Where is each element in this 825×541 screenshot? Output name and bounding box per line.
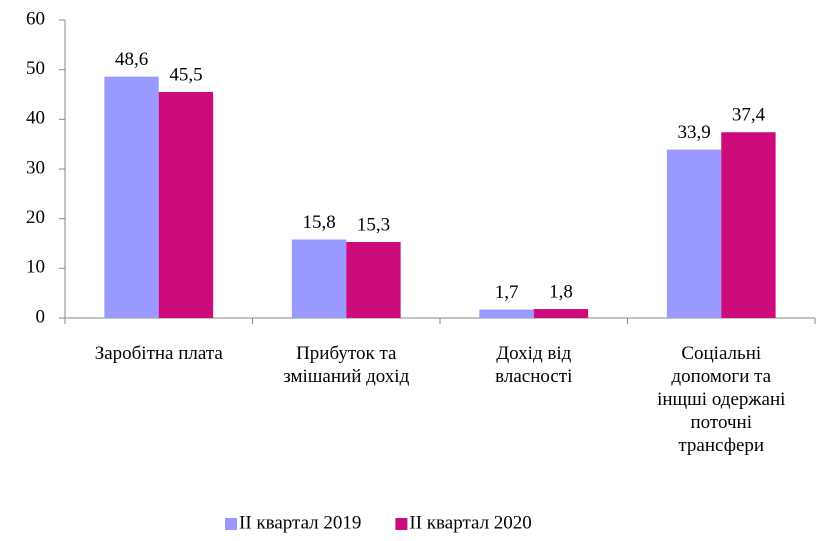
value-label: 1,8 — [549, 281, 573, 302]
bar — [479, 309, 534, 318]
bar — [158, 92, 214, 319]
bar — [104, 76, 159, 319]
x-tick-label: Дохід від власності — [495, 343, 573, 387]
value-label: 48,6 — [115, 49, 148, 70]
legend-label: II квартал 2019 — [239, 512, 361, 533]
y-tick-label: 50 — [26, 58, 45, 79]
legend-swatch — [225, 518, 237, 530]
bar — [721, 132, 776, 318]
value-label: 15,3 — [357, 214, 390, 235]
y-tick-label: 20 — [26, 207, 45, 228]
value-label: 15,8 — [302, 212, 335, 233]
x-tick-label: Заробітна плата — [94, 343, 223, 364]
x-tick-label: Соціальні допомоги та інщші одержані пот… — [657, 343, 786, 456]
y-tick-label: 0 — [36, 306, 46, 327]
bar — [346, 242, 401, 318]
y-tick-label: 30 — [26, 157, 45, 178]
y-tick-label: 10 — [26, 257, 45, 278]
value-label: 33,9 — [677, 122, 710, 143]
bar — [291, 239, 347, 318]
legend-label: II квартал 2020 — [409, 512, 531, 533]
y-tick-label: 40 — [26, 108, 45, 129]
x-tick-label: Прибуток та змішаний дохід — [283, 343, 410, 387]
value-label: 45,5 — [169, 64, 202, 85]
legend-swatch — [395, 518, 408, 530]
bar — [533, 309, 589, 318]
y-tick-label: 60 — [26, 8, 45, 29]
value-label: 37,4 — [732, 105, 766, 126]
bar — [666, 149, 722, 318]
value-label: 1,7 — [495, 282, 519, 303]
